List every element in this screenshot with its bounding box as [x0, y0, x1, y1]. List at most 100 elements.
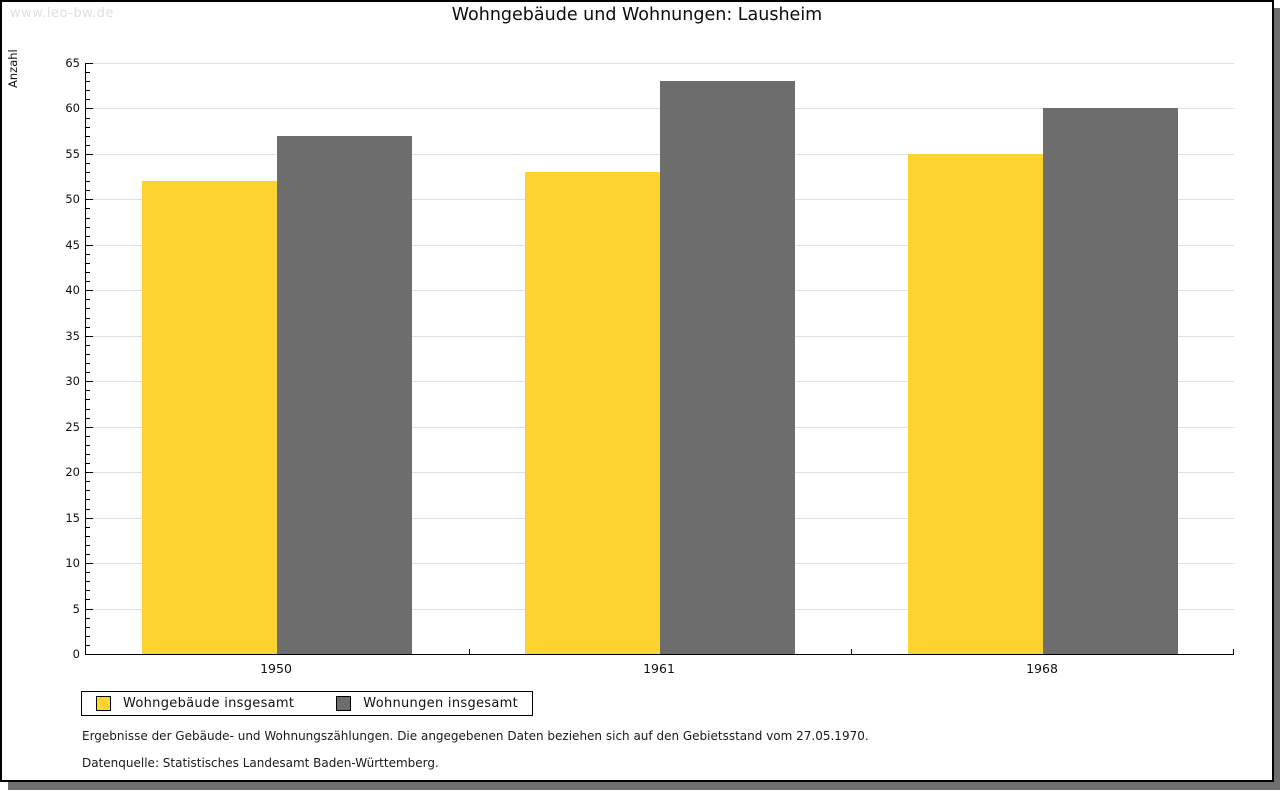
y-tick-label-45: 45 [65, 238, 80, 252]
gridline-y-65 [86, 63, 1234, 64]
y-minor-tick-54 [86, 163, 90, 164]
y-minor-tick-13 [86, 536, 90, 537]
y-minor-tick-62 [86, 90, 90, 91]
y-minor-tick-34 [86, 345, 90, 346]
y-minor-tick-1 [86, 645, 90, 646]
y-minor-tick-37 [86, 318, 90, 319]
y-minor-tick-4 [86, 618, 90, 619]
y-minor-tick-6 [86, 599, 90, 600]
y-minor-tick-19 [86, 481, 90, 482]
y-tick-label-15: 15 [65, 511, 80, 525]
y-minor-tick-39 [86, 299, 90, 300]
y-minor-tick-12 [86, 545, 90, 546]
plot-area: 0 5 10 15 20 25 30 35 40 45 50 55 60 65 [65, 56, 1234, 661]
x-tick-label-1968: 1968 [1026, 661, 1058, 676]
y-minor-tick-44 [86, 254, 90, 255]
legend-label-1: Wohngebäude insgesamt [123, 696, 295, 711]
y-major-tick-60 [86, 108, 93, 109]
y-tick-label-65: 65 [65, 56, 80, 70]
y-tick-label-25: 25 [65, 420, 80, 434]
y-minor-tick-51 [86, 190, 90, 191]
legend-item-2: Wohnungen insgesamt [336, 696, 518, 711]
y-minor-tick-24 [86, 436, 90, 437]
footnote-line-2: Datenquelle: Statistisches Landesamt Bad… [82, 756, 439, 770]
chart-title: Wohngebäude und Wohnungen: Lausheim [451, 5, 823, 25]
x-axis-end-tick [1233, 649, 1234, 654]
y-tick-label-35: 35 [65, 329, 80, 343]
y-minor-tick-58 [86, 127, 90, 128]
y-minor-tick-47 [86, 227, 90, 228]
y-tick-label-50: 50 [65, 192, 80, 206]
bar-1968-series-1 [908, 154, 1043, 654]
y-minor-tick-57 [86, 136, 90, 137]
y-minor-tick-17 [86, 499, 90, 500]
y-minor-tick-41 [86, 281, 90, 282]
y-minor-tick-48 [86, 218, 90, 219]
bar-1950-series-2 [277, 136, 412, 654]
legend-label-2: Wohnungen insgesamt [363, 696, 518, 711]
x-tick-label-1950: 1950 [260, 661, 292, 676]
y-tick-label-10: 10 [65, 556, 80, 570]
y-minor-tick-26 [86, 418, 90, 419]
y-tick-label-60: 60 [65, 101, 80, 115]
y-major-tick-5 [86, 609, 93, 610]
legend-item-1: Wohngebäude insgesamt [96, 696, 294, 711]
y-minor-tick-18 [86, 490, 90, 491]
y-tick-label-40: 40 [65, 283, 80, 297]
y-minor-tick-7 [86, 590, 90, 591]
watermark: www.leo-bw.de [10, 6, 114, 21]
y-minor-tick-23 [86, 445, 90, 446]
y-minor-tick-52 [86, 181, 90, 182]
bar-1961-series-1 [525, 172, 660, 654]
y-minor-tick-46 [86, 236, 90, 237]
y-major-tick-40 [86, 290, 93, 291]
bar-1968-series-2 [1043, 108, 1178, 654]
y-minor-tick-16 [86, 509, 90, 510]
y-major-tick-15 [86, 518, 93, 519]
y-minor-tick-31 [86, 372, 90, 373]
x-axis-labels: 1950 1961 1968 [85, 661, 1233, 677]
y-minor-tick-9 [86, 572, 90, 573]
y-major-tick-55 [86, 154, 93, 155]
y-minor-tick-22 [86, 454, 90, 455]
y-minor-tick-59 [86, 118, 90, 119]
y-tick-label-55: 55 [65, 147, 80, 161]
y-major-tick-65 [86, 63, 93, 64]
y-axis-title: Anzahl [6, 49, 20, 88]
y-major-tick-30 [86, 381, 93, 382]
y-minor-tick-43 [86, 263, 90, 264]
x-tick-label-1961: 1961 [643, 661, 675, 676]
y-minor-tick-29 [86, 390, 90, 391]
y-minor-tick-14 [86, 527, 90, 528]
y-minor-tick-63 [86, 81, 90, 82]
y-tick-label-0: 0 [72, 647, 80, 661]
y-major-tick-50 [86, 199, 93, 200]
legend-swatch-2 [336, 696, 352, 711]
legend-swatch-1 [96, 696, 111, 711]
y-minor-tick-21 [86, 463, 90, 464]
footnote-line-1: Ergebnisse der Gebäude- und Wohnungszähl… [82, 729, 869, 743]
y-minor-tick-42 [86, 272, 90, 273]
y-major-tick-20 [86, 472, 93, 473]
y-minor-tick-61 [86, 99, 90, 100]
y-major-tick-25 [86, 427, 93, 428]
y-minor-tick-49 [86, 208, 90, 209]
x-boundary-tick-1 [469, 649, 470, 654]
y-minor-tick-64 [86, 72, 90, 73]
y-tick-label-20: 20 [65, 465, 80, 479]
y-minor-tick-28 [86, 399, 90, 400]
y-minor-tick-56 [86, 145, 90, 146]
bar-1950-series-1 [142, 181, 277, 654]
y-major-tick-35 [86, 336, 93, 337]
y-minor-tick-8 [86, 581, 90, 582]
y-minor-tick-36 [86, 327, 90, 328]
legend: Wohngebäude insgesamt Wohnungen insgesamt [81, 691, 533, 716]
y-major-tick-45 [86, 245, 93, 246]
y-minor-tick-2 [86, 636, 90, 637]
y-minor-tick-27 [86, 409, 90, 410]
y-major-tick-10 [86, 563, 93, 564]
y-minor-tick-3 [86, 627, 90, 628]
y-minor-tick-38 [86, 308, 90, 309]
y-minor-tick-33 [86, 354, 90, 355]
